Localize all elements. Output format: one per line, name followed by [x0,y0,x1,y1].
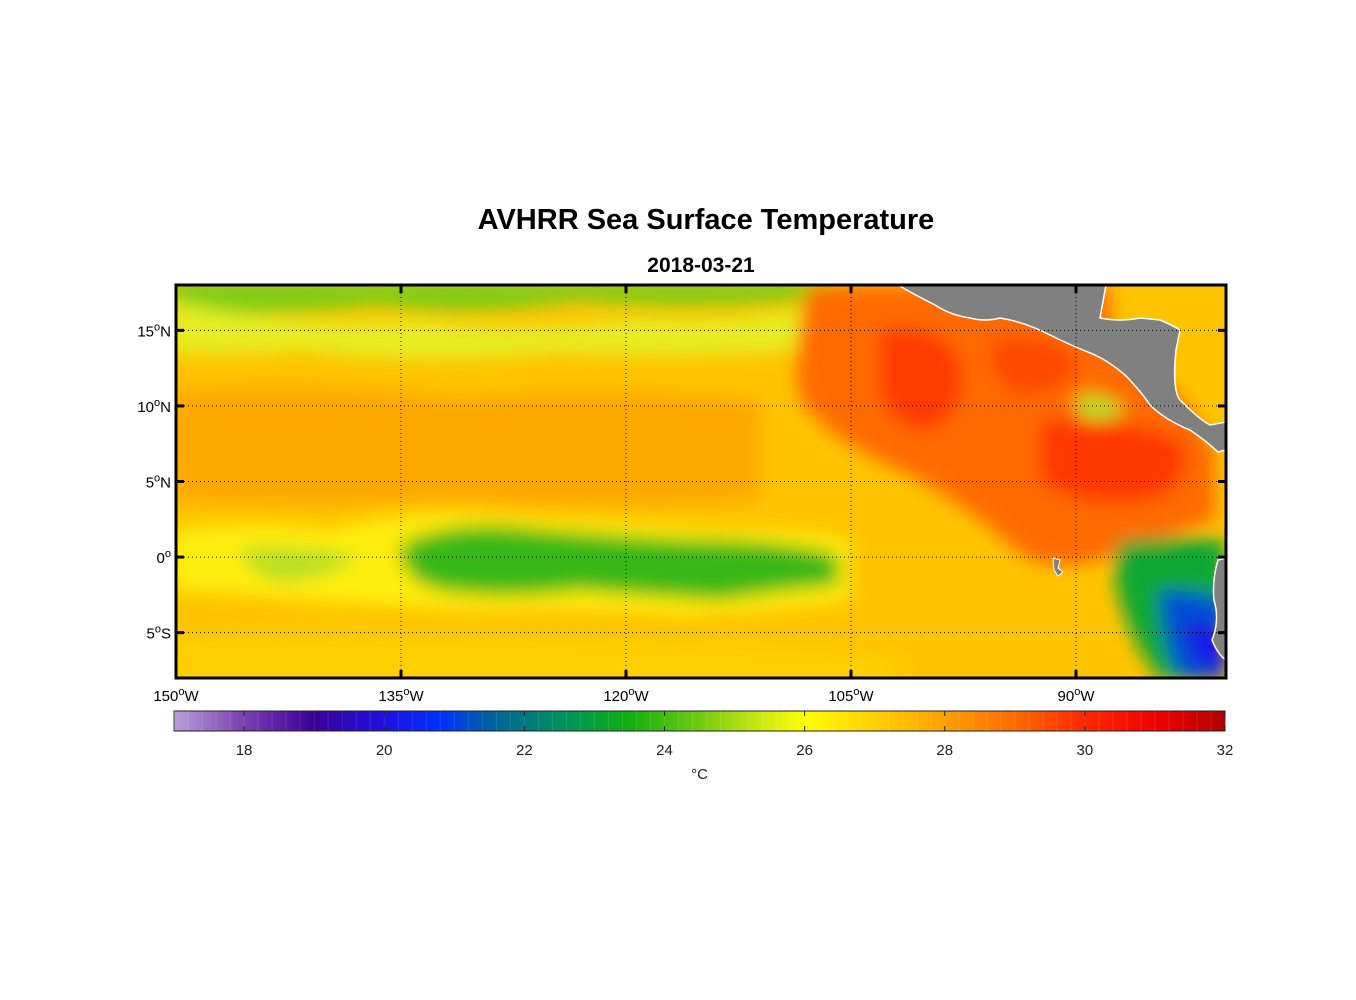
colorbar-tick-label: 32 [1217,742,1234,759]
lat-tick-label: 10oN [137,397,171,416]
sst-mid-orange [176,386,760,506]
chart-subtitle: 2018-03-21 [647,254,755,277]
colorbar-tick-label: 28 [936,742,953,759]
lon-tick-label: 105oW [828,686,874,705]
sst-north-green [176,285,837,313]
colorbar-gradient [173,710,1226,732]
lat-tick-label: 0o [157,548,171,567]
colorbar: 18 20 22 24 26 28 30 32 °C [173,710,1234,783]
sst-equator-green [400,526,838,600]
colorbar-units-label: °C [691,766,708,783]
sst-equator-west-green [240,547,360,582]
sst-field [176,285,1226,678]
map-grid [176,285,1226,678]
colorbar-tick-label: 20 [376,742,393,759]
land [896,285,1226,661]
colorbar-tick-label: 24 [656,742,673,759]
latitude-ticks: 15oN 10oN 5oN 0o 5oS [137,321,1226,643]
colorbar-tick-label: 30 [1077,742,1094,759]
lon-tick-label: 150oW [153,686,199,705]
lon-tick-label: 135oW [378,686,424,705]
central-america-land [896,285,1226,453]
colorbar-tick-label: 26 [796,742,813,759]
lat-tick-label: 5oN [146,473,171,492]
sst-gulf-green [1075,394,1125,421]
lon-tick-label: 90oW [1058,686,1096,705]
lat-tick-label: 15oN [137,321,171,340]
galapagos-land [1052,557,1064,577]
longitude-ticks: 150oW 135oW 120oW 105oW 90oW [153,285,1095,705]
colorbar-tick-label: 18 [236,742,253,759]
colorbar-tick-label: 22 [516,742,533,759]
sst-hot-spot-1 [880,328,962,430]
lat-tick-label: 5oS [147,624,171,643]
south-america-land [1211,557,1226,661]
sst-hot-spot-3 [989,337,1080,395]
chart-title: AVHRR Sea Surface Temperature [477,204,935,236]
sst-south-yellow [176,636,900,678]
lon-tick-label: 120oW [603,686,649,705]
sst-north-yellow [176,300,850,360]
